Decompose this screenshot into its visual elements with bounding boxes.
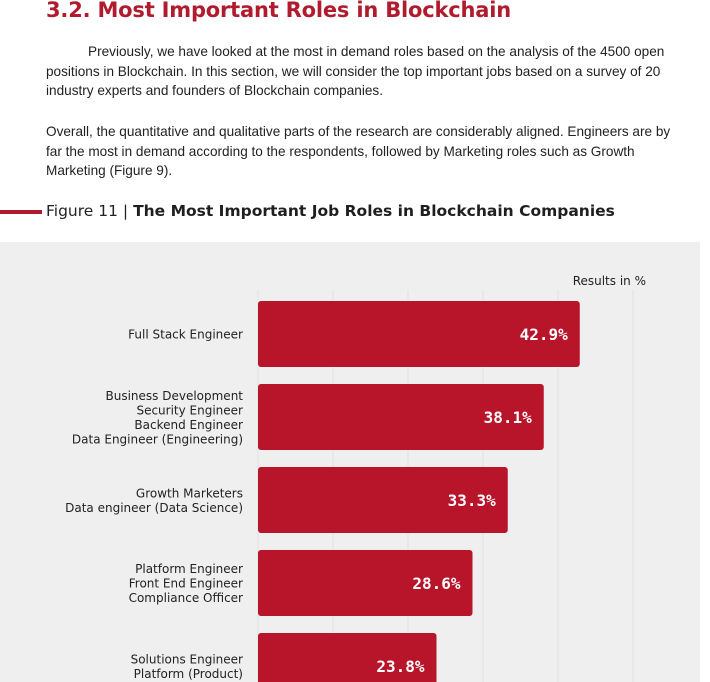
bar — [258, 467, 508, 533]
category-label: Data engineer (Data Science) — [65, 501, 243, 515]
category-label: Backend Engineer — [134, 418, 243, 432]
category-label: Front End Engineer — [129, 577, 243, 591]
chart-panel: Results in % 42.9% Full Stack Engineer 38.1… — [0, 242, 700, 682]
summary-paragraph: Overall, the quantitative and qualitativ… — [46, 124, 671, 178]
bar-value-label: 23.8% — [376, 657, 425, 676]
page-edge — [700, 242, 710, 682]
figure-caption: Figure 11 | The Most Important Job Roles… — [46, 202, 615, 220]
category-label: Business Development — [105, 389, 243, 403]
results-unit-note: Results in % — [573, 274, 646, 288]
section-heading: 3.2. Most Important Roles in Blockchain — [46, 0, 511, 22]
figure-label: Figure 11 | — [46, 202, 134, 220]
bar-value-label: 28.6% — [412, 574, 461, 593]
bar — [258, 384, 544, 450]
category-label: Platform (Product) — [134, 667, 243, 681]
category-label: Solutions Engineer — [131, 652, 243, 666]
bar-value-label: 42.9% — [520, 325, 569, 344]
bar — [258, 301, 580, 367]
bar-value-label: 33.3% — [448, 491, 497, 510]
category-label: Platform Engineer — [135, 562, 243, 576]
bar — [258, 633, 437, 682]
category-label: Data Engineer (Engineering) — [72, 432, 243, 446]
figure-title: The Most Important Job Roles in Blockcha… — [133, 202, 615, 220]
category-label: Full Stack Engineer — [128, 328, 243, 342]
category-label: Growth Marketers — [136, 486, 243, 500]
bar-value-label: 38.1% — [484, 408, 533, 427]
bar-chart: Results in % 42.9% Full Stack Engineer 38.1… — [65, 274, 646, 682]
category-label: Security Engineer — [136, 403, 243, 417]
figure-accent-line — [0, 210, 42, 214]
category-label: Compliance Officer — [129, 591, 243, 605]
intro-paragraph: Previously, we have looked at the most i… — [46, 44, 665, 98]
bar — [258, 550, 473, 616]
